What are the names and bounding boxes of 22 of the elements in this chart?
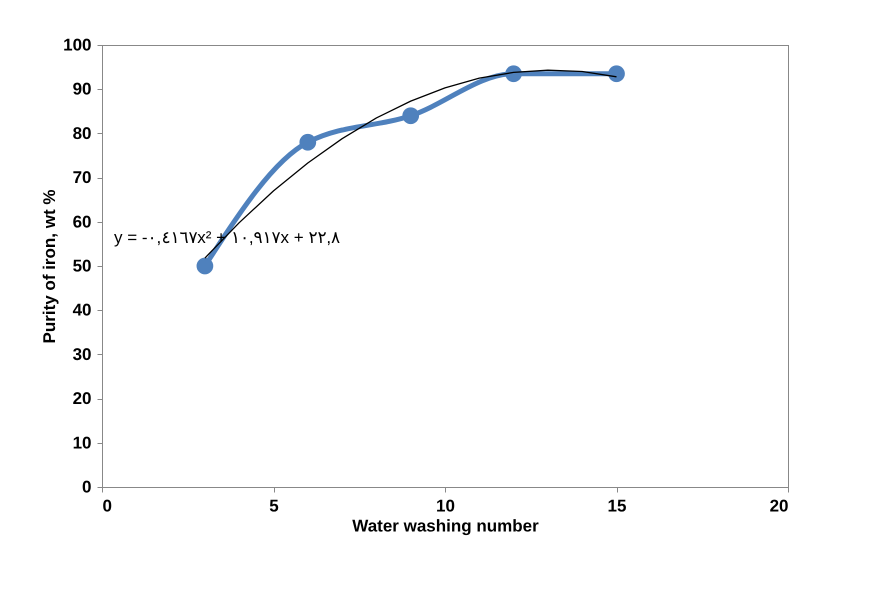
y-axis-title: Purity of iron, wt % — [40, 190, 60, 344]
y-tick-label: 70 — [72, 168, 92, 188]
y-tick-label: 90 — [72, 80, 92, 99]
x-axis-title: Water washing number — [352, 516, 540, 536]
point — [608, 65, 625, 82]
point — [402, 107, 420, 124]
y-tick-label: 0 — [82, 478, 92, 496]
y-tick-label: 10 — [72, 433, 92, 452]
x-tick-label: 5 — [269, 496, 279, 516]
y-tick-label: 80 — [72, 124, 92, 143]
y-tick-label: 100 — [63, 36, 92, 54]
point — [299, 134, 316, 151]
point — [196, 258, 214, 274]
x-tick-label: 20 — [770, 496, 788, 516]
y-tick-label: 20 — [72, 389, 92, 408]
y-tick-label: 40 — [72, 300, 92, 320]
y-tick-label: 30 — [72, 344, 92, 364]
y-tick-label: 60 — [72, 212, 92, 232]
y-tick-label: 50 — [72, 256, 92, 276]
x-tick-label: 10 — [436, 496, 455, 516]
x-tick-label: 0 — [102, 496, 112, 516]
x-tick-label: 15 — [608, 496, 626, 516]
